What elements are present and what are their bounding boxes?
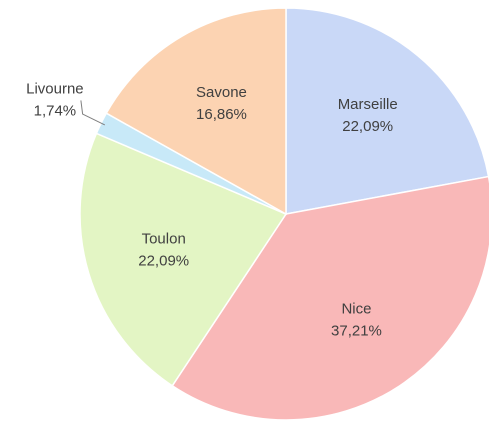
slice-value: 16,86% [196, 106, 247, 123]
slice-value: 22,09% [138, 253, 189, 270]
slice-value: 1,74% [34, 102, 77, 119]
slice-label: Savone [196, 84, 247, 101]
slice-label: Nice [341, 300, 371, 317]
slice-label: Livourne [26, 80, 84, 97]
leader-line [80, 100, 106, 126]
slice-label: Marseille [338, 96, 398, 113]
pie-slice [105, 7, 287, 216]
pie-slice [285, 7, 489, 215]
pie-slice [171, 175, 489, 421]
slice-label: Toulon [142, 231, 186, 248]
slice-value: 22,09% [342, 118, 393, 135]
slice-value: 37,21% [331, 322, 382, 339]
pie-slice [79, 132, 288, 387]
